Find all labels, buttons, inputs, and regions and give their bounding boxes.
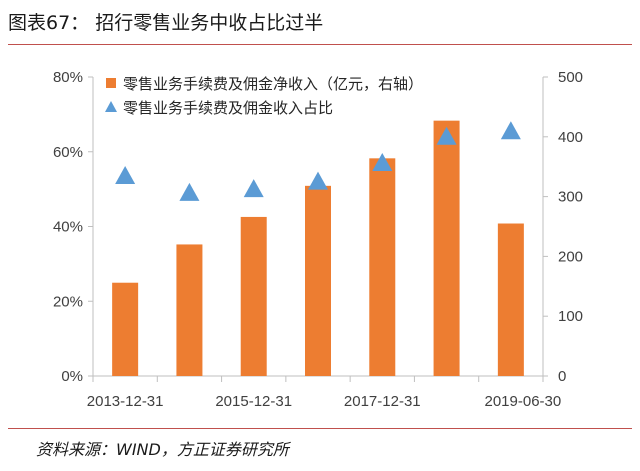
- x-tick-label: 2015-12-31: [215, 393, 292, 410]
- y-right-tick-label: 500: [558, 69, 583, 86]
- y-right-tick-label: 0: [558, 368, 566, 385]
- x-tick-label: 2017-12-31: [344, 393, 421, 410]
- source-note: 资料来源：WIND，方正证券研究所: [36, 440, 289, 459]
- ratio-point-2017-12-31: [372, 152, 393, 171]
- y-left-tick-label: 20%: [53, 293, 83, 310]
- y-left-tick-label: 80%: [53, 69, 83, 86]
- y-right-tick-label: 400: [558, 129, 583, 146]
- source-rule: [8, 428, 632, 429]
- y-left-tick-label: 40%: [53, 219, 83, 236]
- x-tick-label: 2013-12-31: [87, 393, 164, 410]
- bar-2015-12-31: [240, 216, 267, 376]
- bar-2017-12-31: [369, 158, 396, 376]
- ratio-point-2013-12-31: [115, 166, 136, 185]
- y-left-tick-label: 60%: [53, 144, 83, 161]
- ratio-point-2014-12-31: [179, 182, 200, 201]
- y-left-tick-label: 0%: [61, 368, 83, 385]
- y-right-tick-label: 300: [558, 189, 583, 206]
- ratio-point-2018-12-31: [436, 126, 457, 145]
- y-right-tick-label: 200: [558, 248, 583, 265]
- legend-marker-swatch: [105, 101, 117, 112]
- bar-2013-12-31: [112, 282, 139, 376]
- x-tick-label: 2019-06-30: [484, 393, 561, 410]
- bar-2018-12-31: [433, 120, 460, 377]
- bar-2014-12-31: [176, 244, 203, 376]
- figure-title: 图表67： 招行零售业务中收占比过半: [8, 12, 324, 34]
- title-rule: [8, 44, 632, 45]
- legend-marker-label: 零售业务手续费及佣金收入占比: [123, 100, 333, 117]
- legend-bar-label: 零售业务手续费及佣金净收入（亿元，右轴）: [123, 76, 423, 93]
- bar-2019-06-30: [497, 223, 524, 376]
- y-right-tick-label: 100: [558, 308, 583, 325]
- ratio-point-2015-12-31: [243, 179, 264, 198]
- ratio-point-2019-06-30: [500, 121, 521, 140]
- bar-2016-12-31: [305, 185, 331, 376]
- ratio-point-2016-12-31: [308, 171, 328, 190]
- chart: 0% 20% 40% 60% 80% 0 100 200 300 400 500 2013-12-31…: [53, 69, 583, 410]
- legend-bar-swatch: [106, 78, 116, 88]
